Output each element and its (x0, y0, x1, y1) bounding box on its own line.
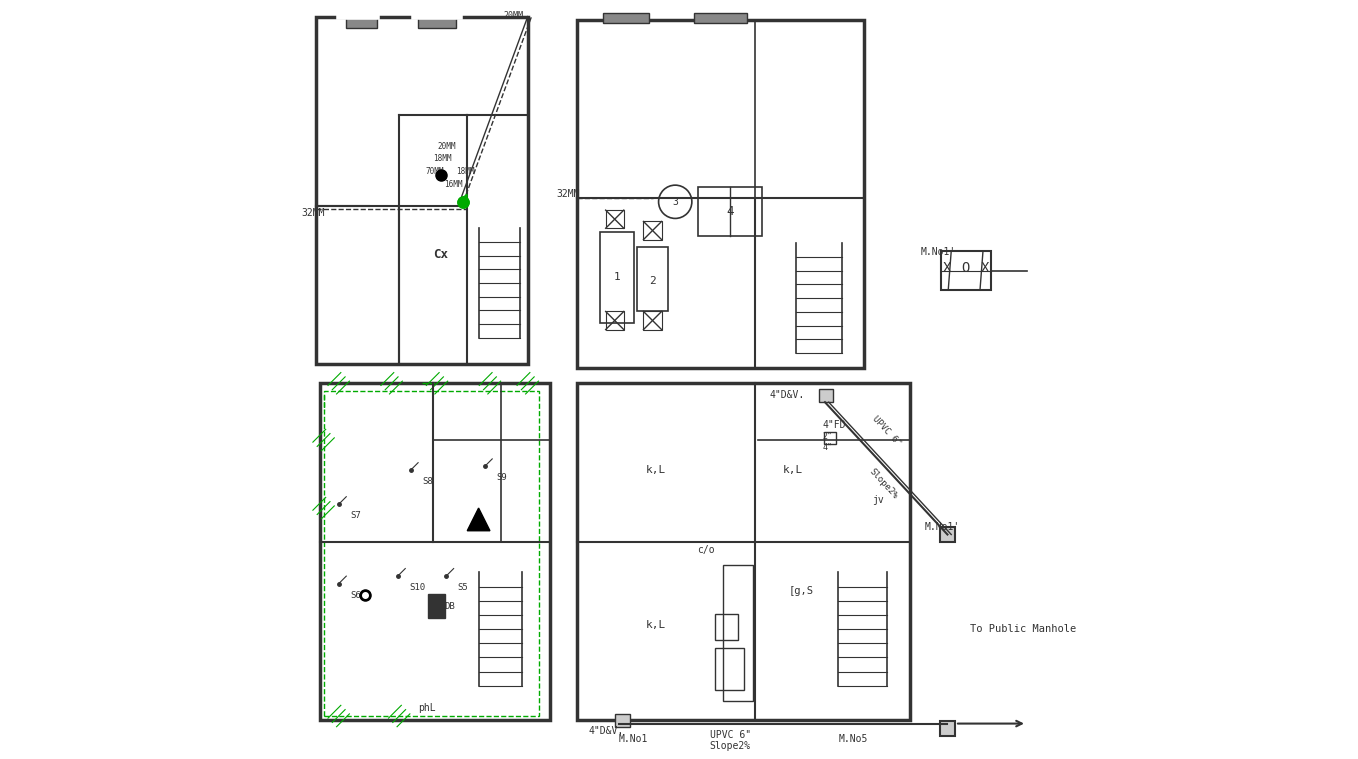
Text: 2: 2 (649, 276, 656, 286)
Text: 32MM: 32MM (557, 189, 580, 199)
Bar (428, 594, 444, 618)
Bar (941, 251, 990, 290)
Text: 18MM: 18MM (433, 154, 452, 163)
Bar (606, 210, 623, 228)
Text: 4"FD: 4"FD (823, 420, 846, 430)
Text: S10: S10 (409, 583, 425, 592)
Text: M.No1': M.No1' (925, 522, 960, 532)
Text: 4"D&V.: 4"D&V. (770, 389, 805, 400)
Bar (698, 187, 762, 236)
Bar (323, 391, 539, 716)
Bar (644, 222, 661, 240)
Text: 4"D&V.: 4"D&V. (588, 726, 623, 736)
Text: S8: S8 (422, 477, 433, 486)
Bar (346, 17, 376, 28)
Text: M.No1: M.No1 (619, 734, 648, 744)
Bar (637, 247, 668, 311)
Text: [g,S: [g,S (789, 586, 813, 597)
Text: S6: S6 (350, 591, 361, 600)
Text: UPVC 6": UPVC 6" (710, 730, 751, 740)
Bar (824, 433, 835, 444)
Bar (319, 383, 550, 720)
Text: M.No5: M.No5 (838, 734, 868, 744)
Text: 70MM: 70MM (425, 167, 444, 176)
Text: M.No1': M.No1' (921, 247, 956, 257)
Text: 2": 2" (823, 432, 832, 441)
Text: phL: phL (418, 704, 436, 713)
Text: k,L: k,L (646, 465, 667, 475)
Bar (418, 17, 456, 28)
Bar (722, 565, 754, 701)
Text: 4: 4 (727, 205, 735, 218)
Text: O: O (961, 260, 970, 275)
Bar (694, 14, 747, 23)
Text: S7: S7 (350, 511, 361, 520)
Bar (716, 614, 737, 641)
Text: S9: S9 (496, 474, 507, 482)
Text: Cx: Cx (433, 248, 448, 261)
Text: To Public Manhole: To Public Manhole (970, 624, 1077, 634)
Text: 20MM: 20MM (504, 11, 524, 20)
Text: 3: 3 (672, 197, 678, 206)
Text: 4": 4" (823, 443, 832, 452)
Polygon shape (467, 508, 490, 531)
Bar (606, 311, 623, 329)
Bar (644, 311, 661, 329)
Text: k,L: k,L (782, 465, 803, 475)
Bar (615, 713, 630, 727)
Bar (577, 383, 910, 720)
Text: UPVC 6": UPVC 6" (870, 414, 903, 448)
Text: 20MM: 20MM (437, 142, 455, 151)
Text: 18MM: 18MM (456, 167, 474, 176)
Text: 1: 1 (614, 272, 621, 282)
Text: Slope2%: Slope2% (710, 742, 751, 751)
Bar (940, 721, 955, 736)
Text: 32MM: 32MM (301, 208, 325, 218)
Text: X: X (942, 260, 951, 275)
Text: S5: S5 (458, 583, 469, 592)
Text: Slope2%: Slope2% (868, 467, 899, 500)
Text: 16MM: 16MM (444, 180, 463, 189)
Bar (316, 17, 528, 364)
Text: jv: jv (872, 496, 884, 505)
Text: k,L: k,L (646, 620, 667, 630)
Bar (940, 527, 955, 542)
Text: DB: DB (444, 602, 455, 611)
Bar (603, 14, 649, 23)
Text: X: X (980, 260, 990, 275)
Bar (716, 648, 744, 689)
Bar (577, 20, 864, 368)
Bar (600, 232, 634, 323)
Bar (819, 389, 832, 402)
Text: c/o: c/o (697, 545, 714, 555)
